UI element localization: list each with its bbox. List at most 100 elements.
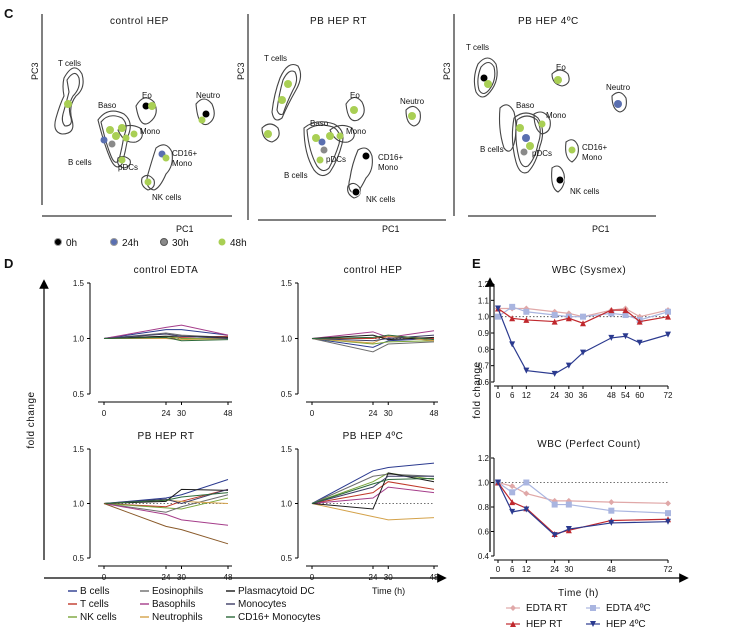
e-point <box>636 339 643 346</box>
d-chart-2: PB HEP RT 0.5 1.0 1.5 0 24 30 48 <box>73 431 233 582</box>
e-point <box>523 490 530 497</box>
e-point <box>495 305 501 312</box>
e-x-tick-label: 72 <box>664 565 673 574</box>
legend-marker-24h <box>110 238 118 246</box>
e-point <box>551 370 558 377</box>
e-x-tick-label: 36 <box>579 391 588 400</box>
cluster-label-cd16: CD16+ <box>378 153 403 162</box>
cluster-label-mono: Mono <box>346 127 367 136</box>
e-point <box>523 479 530 486</box>
d-series-line <box>103 488 229 505</box>
cluster-label-neutro: Neutro <box>196 91 221 100</box>
pca-ylabel-2: PC3 <box>236 62 246 80</box>
e-point <box>565 501 572 508</box>
legend-label-30h: 30h <box>172 238 189 249</box>
pca-point <box>614 100 622 108</box>
d-series-line <box>311 486 435 504</box>
legend-marker-0h <box>54 238 62 246</box>
d-legend-label: Neutrophils <box>152 612 203 623</box>
d-x-tick-label: 0 <box>310 573 315 582</box>
legend-marker-48h <box>218 238 226 246</box>
e-point <box>495 479 501 486</box>
cluster-outline <box>473 57 498 98</box>
cluster-outline <box>303 121 344 177</box>
d-x-tick-label: 48 <box>430 409 439 418</box>
d-series-line <box>311 472 435 510</box>
d-y-tick-label: 1.0 <box>73 500 85 509</box>
d-series-line <box>311 503 435 521</box>
cluster-outline <box>135 97 157 125</box>
pca-point <box>148 102 156 110</box>
e-point <box>510 621 516 627</box>
d-chart-0: control EDTA 0.5 1.0 1.5 0 24 30 48 <box>73 265 233 418</box>
d-y-tick-label: 0.5 <box>281 390 293 399</box>
d-legend-label: Monocytes <box>238 599 286 610</box>
pca-point <box>520 148 528 156</box>
d-x-tick-label: 24 <box>369 573 378 582</box>
e-y-tick-label: 1.1 <box>478 296 490 305</box>
e-point <box>580 313 586 320</box>
cluster-outline <box>565 139 579 163</box>
pca-point <box>555 175 565 185</box>
e-chart-title: WBC (Sysmex) <box>552 265 626 276</box>
pca-point <box>312 134 320 142</box>
cluster-label-t-cells: T cells <box>264 54 287 63</box>
e-point <box>608 507 615 514</box>
e-point <box>551 312 558 319</box>
e-series-line <box>497 308 669 375</box>
d-legend-label: NK cells <box>80 612 117 623</box>
pca-point <box>516 124 524 132</box>
pca-point <box>130 130 138 138</box>
d-chart-title: PB HEP 4ºC <box>343 431 404 442</box>
cluster-outline <box>117 155 131 169</box>
d-series-line <box>311 330 435 339</box>
pca-point <box>568 146 576 154</box>
d-x-tick-label: 48 <box>224 409 233 418</box>
cluster-outline <box>405 105 421 127</box>
cluster-label-eo: Eo <box>556 63 566 72</box>
d-y-tick-label: 0.5 <box>73 554 85 563</box>
e-point <box>608 519 615 526</box>
d-x-tick-label: 24 <box>369 409 378 418</box>
e-x-tick-label: 54 <box>621 391 630 400</box>
cluster-outline <box>477 61 496 95</box>
legend-label-48h: 48h <box>230 238 247 249</box>
e-x-tick-label: 12 <box>522 391 531 400</box>
panel-letter-c: C <box>4 6 14 21</box>
d-series-line <box>103 488 229 508</box>
cluster-outline <box>141 174 155 191</box>
cluster-label-cd16: CD16+ <box>172 149 197 158</box>
e-series-line <box>497 481 669 514</box>
pca-point <box>106 126 114 134</box>
d-legend: B cells Eosinophils Plasmacytoid DC T cells… <box>68 586 321 623</box>
e-point <box>580 320 586 327</box>
e-x-tick-label: 6 <box>510 391 515 400</box>
e-point <box>509 489 516 496</box>
e-ylabel: fold change <box>472 361 483 418</box>
e-x-tick-label: 30 <box>564 391 573 400</box>
pca-point <box>198 116 206 124</box>
e-point <box>608 334 615 341</box>
d-x-tick-label: 30 <box>177 409 186 418</box>
d-series-line <box>103 332 229 339</box>
e-point <box>551 318 558 325</box>
e-point <box>509 499 516 506</box>
cluster-label-pdcs: pDCs <box>532 149 552 158</box>
e-legend-label: HEP 4ºC <box>606 619 646 630</box>
cluster-outline <box>511 112 544 174</box>
e-y-tick-label: 1.2 <box>478 280 490 289</box>
cluster-label-cd16-mono: Mono <box>582 153 603 162</box>
cluster-label-cd16-mono: Mono <box>378 163 399 172</box>
pca-cluster-labels: T cells Baso B cells pDCs Eo Mono Neutro… <box>58 43 631 204</box>
e-series-line <box>498 307 669 318</box>
d-series-line <box>103 503 229 545</box>
panel-letter-d: D <box>4 256 13 271</box>
d-series-line <box>311 334 435 341</box>
pca-plot-pb-hep-4c: PB HEP 4ºC PC3 PC1 <box>442 14 656 234</box>
cluster-label-baso: Baso <box>310 119 329 128</box>
d-x-tick-label: 0 <box>310 409 315 418</box>
cluster-outline <box>551 165 565 193</box>
cluster-outline <box>271 63 302 121</box>
d-x-tick-label: 30 <box>384 573 393 582</box>
pca-point <box>351 187 361 197</box>
